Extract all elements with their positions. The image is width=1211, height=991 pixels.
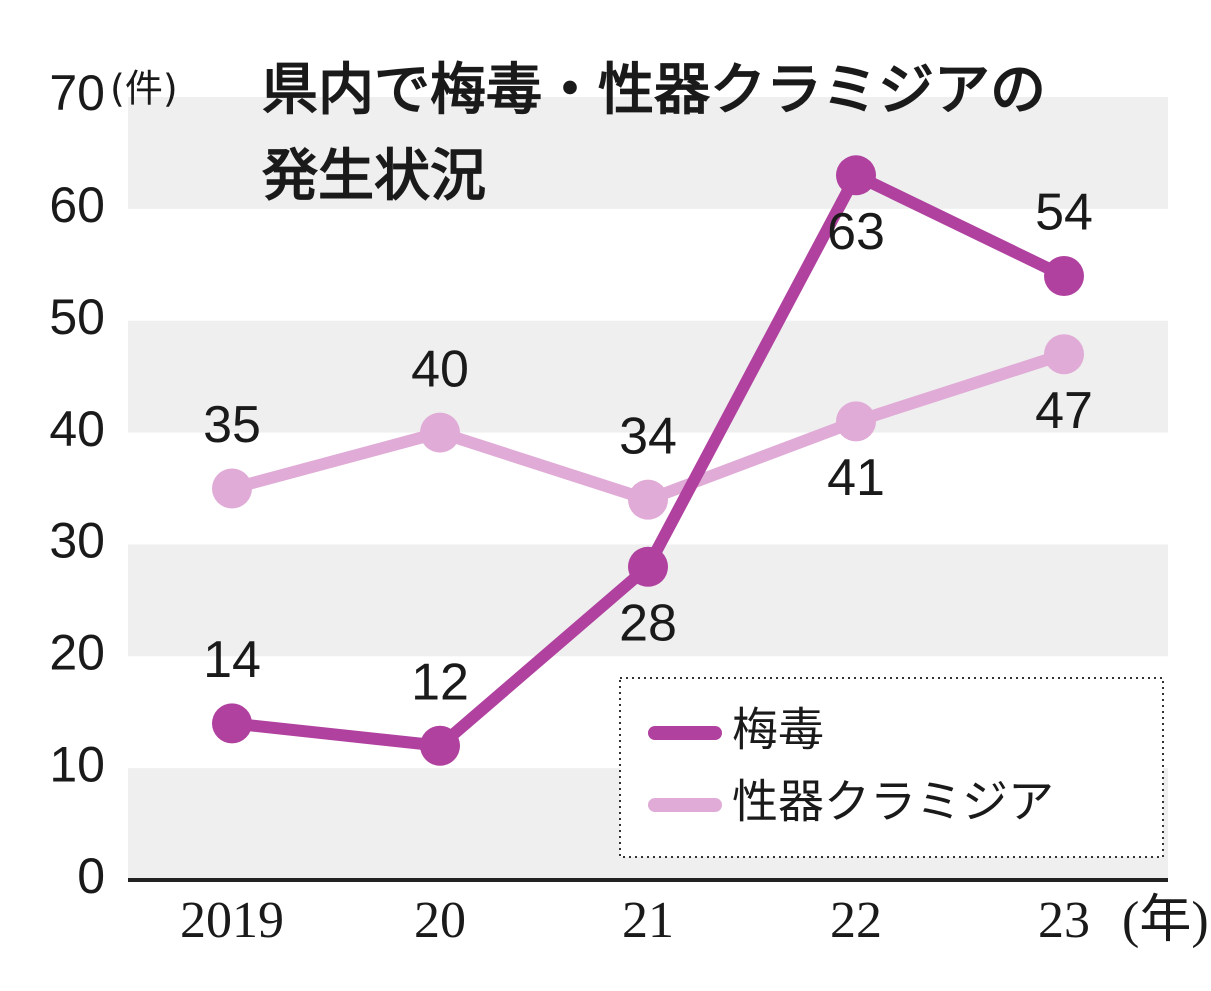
value-label: 35	[203, 396, 261, 454]
x-tick-label: 22	[830, 892, 882, 949]
x-tick-label: 23	[1038, 892, 1090, 949]
value-label: 40	[411, 340, 469, 398]
point	[420, 412, 460, 453]
y-tick-label: 50	[49, 289, 105, 345]
grid-band	[128, 97, 1168, 209]
value-label: 54	[1035, 184, 1093, 242]
point	[1044, 255, 1084, 296]
point	[212, 703, 252, 744]
legend-label: 性器クラミジア	[732, 775, 1054, 829]
y-tick-label: 40	[49, 401, 105, 457]
value-label: 47	[1035, 382, 1093, 440]
x-tick-label: 2019	[180, 892, 284, 949]
legend-box	[619, 677, 1164, 858]
y-tick-label: 70	[49, 65, 105, 121]
value-label: 28	[619, 595, 677, 653]
point	[836, 401, 876, 442]
y-tick-label: 20	[49, 624, 105, 680]
y-tick-label: 10	[49, 736, 105, 792]
x-tick-label: 21	[622, 892, 674, 949]
y-tick-label: 0	[77, 848, 105, 904]
x-unit: (年)	[1122, 892, 1209, 949]
chart-title: 県内で梅毒・性器クラミジアの	[262, 58, 1046, 123]
value-label: 12	[411, 654, 469, 712]
x-tick-label: 20	[414, 892, 466, 949]
y-tick-label: 60	[49, 177, 105, 233]
point	[628, 546, 668, 587]
point	[212, 468, 252, 509]
value-label: 14	[203, 631, 261, 689]
y-unit: (件)	[110, 67, 178, 111]
point	[628, 479, 668, 520]
value-label: 63	[827, 203, 885, 261]
chart-title: 発生状況	[262, 144, 486, 209]
y-tick-label: 30	[49, 513, 105, 569]
value-label: 41	[827, 449, 885, 507]
point	[1044, 334, 1084, 375]
legend-label: 梅毒	[732, 703, 824, 757]
point	[420, 725, 460, 766]
point	[836, 155, 876, 196]
value-label: 34	[619, 407, 677, 465]
